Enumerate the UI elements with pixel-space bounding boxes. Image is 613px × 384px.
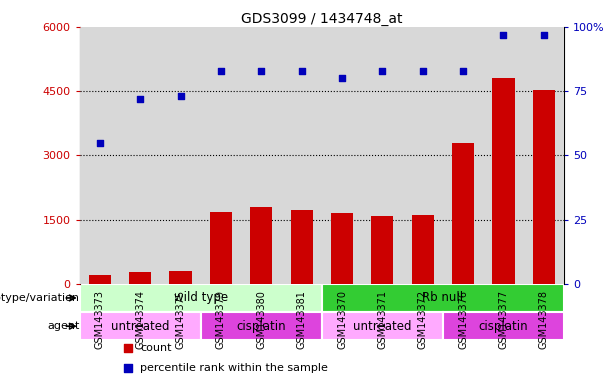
Point — [95, 139, 105, 146]
Point — [123, 345, 133, 351]
Text: cisplatin: cisplatin — [479, 320, 528, 333]
Bar — [322, 312, 443, 340]
Text: untreated: untreated — [353, 320, 411, 333]
Bar — [250, 207, 272, 284]
Text: percentile rank within the sample: percentile rank within the sample — [140, 363, 328, 373]
Point — [216, 68, 226, 74]
Bar — [533, 90, 555, 284]
Bar — [80, 284, 322, 312]
Point — [458, 68, 468, 74]
Bar — [129, 272, 151, 284]
Bar — [291, 210, 313, 284]
Bar — [331, 213, 353, 284]
Point — [378, 68, 387, 74]
Point — [297, 68, 306, 74]
Text: Rb null: Rb null — [422, 291, 463, 305]
Point — [498, 31, 508, 38]
Title: GDS3099 / 1434748_at: GDS3099 / 1434748_at — [241, 12, 403, 26]
Text: agent: agent — [47, 321, 80, 331]
Bar — [201, 312, 322, 340]
Point — [539, 31, 549, 38]
Bar — [411, 215, 434, 284]
Text: wild type: wild type — [173, 291, 228, 305]
Bar — [322, 284, 564, 312]
Bar — [452, 142, 474, 284]
Bar — [210, 212, 232, 284]
Text: untreated: untreated — [111, 320, 169, 333]
Point — [135, 96, 145, 102]
Text: genotype/variation: genotype/variation — [0, 293, 80, 303]
Bar — [80, 312, 201, 340]
Point — [256, 68, 266, 74]
Point — [418, 68, 428, 74]
Text: count: count — [140, 343, 172, 353]
Bar — [89, 275, 111, 284]
Bar — [371, 216, 394, 284]
Point — [123, 365, 133, 371]
Point — [337, 75, 347, 81]
Text: cisplatin: cisplatin — [237, 320, 286, 333]
Bar — [169, 271, 192, 284]
Bar — [492, 78, 514, 284]
Bar — [443, 312, 564, 340]
Point — [176, 93, 186, 99]
